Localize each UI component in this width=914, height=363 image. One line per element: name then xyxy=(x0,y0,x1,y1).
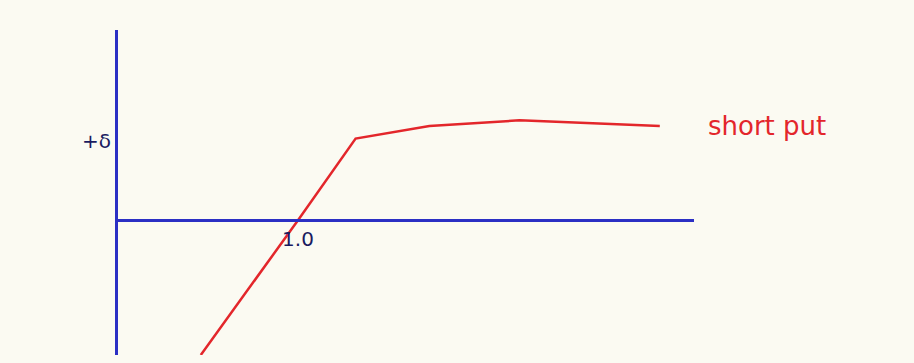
svg-text:+δ: +δ xyxy=(82,129,111,153)
svg-text:short put: short put xyxy=(708,111,826,141)
svg-text:1.0: 1.0 xyxy=(282,227,314,251)
